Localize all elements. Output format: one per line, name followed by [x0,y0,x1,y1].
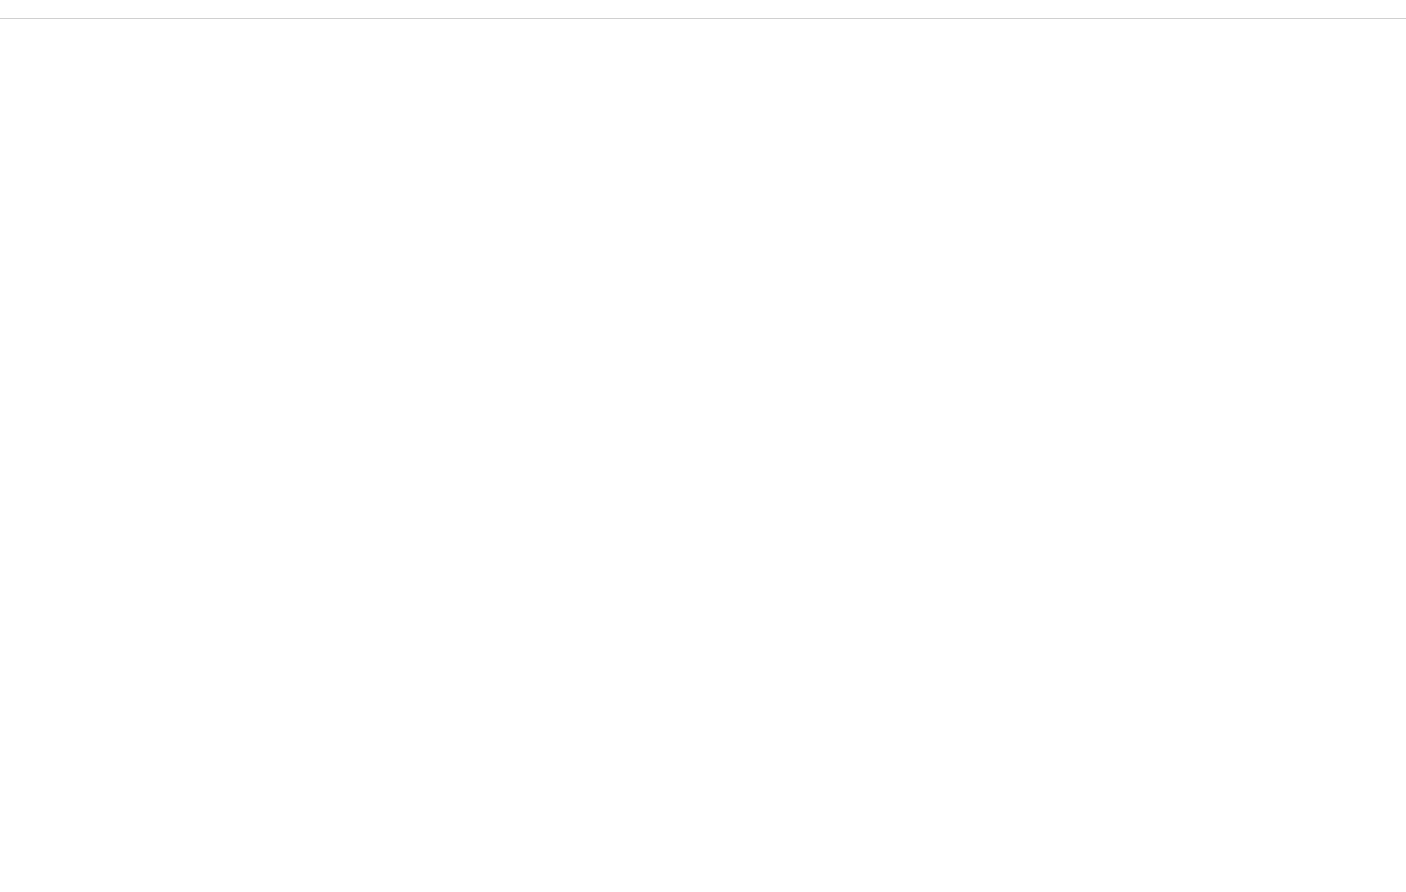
chart-area [0,40,1406,892]
scatter-plot [60,50,1390,840]
chart-header [0,0,1406,19]
